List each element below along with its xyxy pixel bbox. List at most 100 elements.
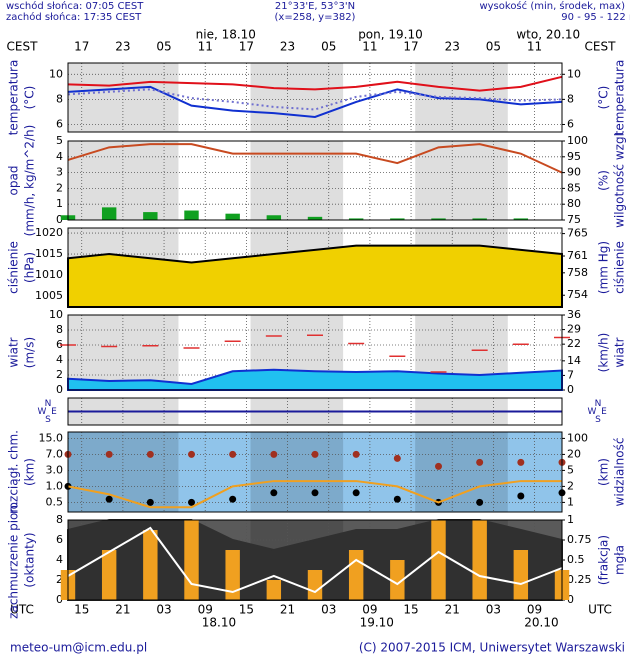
y-tick-label: 0 (56, 593, 63, 606)
y2-tick-label: 758 (567, 266, 588, 279)
y2label: ciśnienie (613, 241, 627, 294)
y2-tick-label: 22 (567, 337, 581, 350)
y2-tick-label: 6 (567, 117, 574, 130)
compass-letter: S (45, 415, 51, 425)
utc-tick-label: 03 (156, 603, 171, 617)
dot (393, 495, 401, 503)
utc-tick-label: 09 (198, 603, 213, 617)
dot (105, 495, 113, 503)
cest-tick-label: 11 (527, 40, 542, 54)
panel-frame (67, 140, 563, 221)
y2-tick-label: 761 (567, 249, 588, 262)
cest-tick-label: 11 (198, 40, 213, 54)
cest-tick-label: 17 (403, 40, 418, 54)
y-tick-label: 1010 (35, 268, 63, 281)
bar (472, 520, 487, 600)
y2label: (km) (597, 458, 611, 486)
night-band (415, 432, 508, 512)
ylabel: (m/s) (23, 337, 37, 368)
line (67, 480, 562, 509)
y-tick-label: 4 (56, 150, 63, 163)
line (67, 85, 563, 118)
y2-tick-label: 90 (567, 166, 581, 179)
y2-tick-label: 29 (567, 323, 581, 336)
y-tick-label: 8 (56, 323, 63, 336)
y2-tick-label: 85 (567, 181, 581, 194)
compass-letter: N (595, 399, 602, 409)
y2-tick-label: 14 (567, 354, 581, 367)
y-tick-label: 2 (56, 573, 63, 586)
y2-tick-label: 75 (567, 213, 581, 226)
bar (472, 218, 487, 220)
y-tick-label: 1.0 (46, 479, 64, 492)
ylabel: wiatr (7, 337, 21, 367)
dot (105, 450, 113, 458)
dot (435, 462, 442, 470)
y2-tick-label: 0.75 (567, 533, 592, 546)
ylabel: (km) (23, 458, 37, 486)
compass-letter: W (38, 407, 47, 417)
cest-tick-label: 23 (280, 40, 295, 54)
dot (393, 454, 401, 462)
y2-tick-label: 0 (567, 383, 574, 396)
y-tick-label: 2 (56, 368, 63, 381)
y2-tick-label: 20 (567, 447, 581, 460)
y-tick-label: 3.0 (46, 463, 64, 476)
bar (225, 550, 240, 600)
bar (431, 520, 446, 600)
y2-tick-label: 0.25 (567, 573, 592, 586)
y-tick-label: 5 (56, 134, 63, 147)
cest-tick-label: 05 (321, 40, 336, 54)
y2-tick-label: 36 (567, 308, 581, 321)
y2label: (frakcja) (597, 535, 611, 585)
utc-tick-label: 09 (362, 603, 377, 617)
ylabel: ciśnienie (7, 241, 21, 294)
y-tick-label: 1020 (35, 226, 63, 239)
night-band (250, 63, 344, 132)
bar (184, 520, 199, 600)
y2-tick-label: 0 (567, 593, 574, 606)
y-tick-label: 6 (56, 117, 63, 130)
y2-tick-label: 8 (567, 92, 574, 105)
y-tick-label: 0.5 (46, 495, 64, 508)
utc-tick-label: 03 (486, 603, 501, 617)
date-label: 18.10 (202, 616, 236, 630)
panel-background (68, 432, 562, 512)
bar (143, 212, 158, 220)
y-tick-label: 2 (56, 181, 63, 194)
bar (431, 218, 446, 220)
bar (101, 207, 117, 220)
y2label: widzialność (613, 438, 627, 507)
dot (229, 450, 237, 458)
y-tick-label: 1005 (35, 289, 63, 302)
dotted-line (67, 88, 563, 111)
utc-tick-label: 15 (74, 603, 89, 617)
cest-tick-label: 05 (156, 40, 171, 54)
y-tick-label: 7.0 (46, 447, 64, 460)
height-values: 90 - 95 - 122 m (561, 12, 630, 23)
cest-tick-label: 17 (74, 40, 89, 54)
bar (184, 210, 199, 220)
utc-tick-label: 21 (445, 603, 460, 617)
night-band (68, 63, 179, 132)
utc-tick-label: 15 (239, 603, 254, 617)
y-tick-label: 10 (49, 308, 63, 321)
bar (307, 570, 323, 600)
bar (348, 550, 364, 600)
night-band (415, 141, 508, 220)
compass-letter: S (595, 415, 601, 425)
top-zone: CEST (585, 40, 617, 54)
bar (307, 216, 323, 220)
y-tick-label: 4 (56, 553, 63, 566)
ylabel: (oktanty) (23, 532, 37, 587)
y2label: temperatura (613, 60, 627, 136)
sunset: zachód słońca: 17:35 CEST (6, 11, 142, 23)
cest-tick-label: 23 (115, 40, 130, 54)
dot (352, 450, 360, 458)
date-label: pon, 19.10 (358, 28, 423, 42)
cest-tick-label: 23 (445, 40, 460, 54)
y2-tick-label: 7 (567, 368, 574, 381)
y-tick-label: 3 (56, 166, 63, 179)
y-tick-label: 0 (56, 383, 63, 396)
bar (513, 218, 529, 220)
